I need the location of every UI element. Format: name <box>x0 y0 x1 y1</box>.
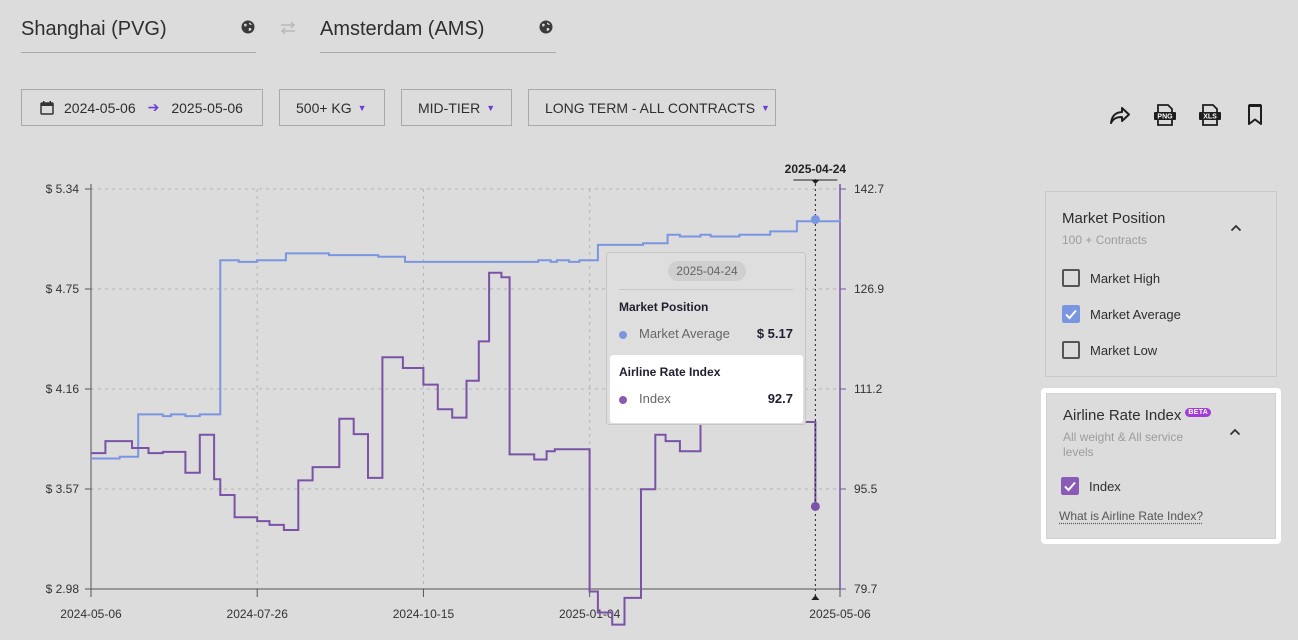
checkbox-label: Market Average <box>1090 306 1181 322</box>
checkbox-checked-icon[interactable] <box>1061 477 1079 495</box>
svg-text:XLS: XLS <box>1203 114 1217 121</box>
checkbox-unchecked-icon[interactable] <box>1062 269 1080 287</box>
xls-download-button[interactable]: XLS <box>1197 102 1223 128</box>
checkbox-label: Market Low <box>1090 342 1158 358</box>
cursor-date-label: 2025-04-24 <box>785 162 847 176</box>
tooltip-label: Market Average <box>639 326 730 341</box>
y-right-tick-label: 79.7 <box>854 582 878 596</box>
xls-download-icon: XLS <box>1199 104 1221 126</box>
checkbox-market-average[interactable]: Market Average <box>1062 305 1181 323</box>
share-icon <box>1110 107 1130 124</box>
tooltip-row-market-average: Market Average $ 5.17 <box>619 326 793 341</box>
market-position-panel: Market Position 100 + Contracts Market H… <box>1045 191 1277 377</box>
y-left-tick-label: $ 4.75 <box>46 282 80 296</box>
cursor-point-market-average <box>810 215 820 225</box>
checkbox-checked-icon[interactable] <box>1062 305 1080 323</box>
series-line-market-average <box>91 219 841 460</box>
tooltip-date: 2025-04-24 <box>668 261 746 281</box>
x-tick-label: 2025-05-06 <box>809 607 871 621</box>
tooltip-value: $ 5.17 <box>756 326 793 341</box>
checkbox-index[interactable]: Index <box>1061 477 1121 495</box>
checkbox-market-high[interactable]: Market High <box>1062 269 1160 287</box>
y-left-tick-label: $ 4.16 <box>46 382 80 396</box>
checkbox-market-low[interactable]: Market Low <box>1062 341 1157 359</box>
png-download-button[interactable]: PNG <box>1152 102 1178 128</box>
term-dropdown[interactable]: LONG TERM - ALL CONTRACTS ▼ <box>528 89 776 126</box>
beta-badge: BETA <box>1185 408 1212 417</box>
globe-icon[interactable] <box>538 19 554 35</box>
origin-field[interactable]: Shanghai (PVG) <box>21 10 256 53</box>
what-is-ari-link[interactable]: What is Airline Rate Index? <box>1059 509 1204 523</box>
swap-arrows-icon[interactable] <box>278 20 298 36</box>
tooltip-value: 92.7 <box>767 391 793 406</box>
tooltip-section-airline-rate-index: Airline Rate Index <box>619 365 721 379</box>
tier-value: MID-TIER <box>418 99 481 116</box>
chevron-up-icon[interactable] <box>1229 428 1241 436</box>
x-tick-label: 2024-10-15 <box>393 607 455 621</box>
date-range-filter[interactable]: 2024-05-06 ➔ 2025-05-06 <box>21 89 263 126</box>
destination-value: Amsterdam (AMS) <box>320 18 485 40</box>
y-left-tick-label: $ 5.34 <box>46 182 80 196</box>
date-to: 2025-05-06 <box>171 99 243 116</box>
chart-tooltip: 2025-04-24 Market Position Market Averag… <box>606 252 806 425</box>
arrow-right-icon: ➔ <box>147 99 160 115</box>
tooltip-label: Index <box>639 391 671 406</box>
chevron-down-icon: ▼ <box>357 102 367 113</box>
calendar-icon <box>40 100 54 115</box>
chevron-down-icon: ▼ <box>486 102 496 113</box>
globe-icon[interactable] <box>240 19 256 35</box>
cursor-marker-top <box>811 180 820 184</box>
panel-subtitle: All weight & All service levels <box>1063 430 1184 459</box>
y-right-tick-label: 126.9 <box>854 282 884 296</box>
series-dot-icon <box>619 330 627 339</box>
bookmark-button[interactable] <box>1242 102 1268 128</box>
tooltip-divider <box>619 289 793 290</box>
date-from: 2024-05-06 <box>64 99 136 116</box>
y-right-tick-label: 95.5 <box>854 482 878 496</box>
tooltip-section-market-position: Market Position <box>619 300 709 314</box>
origin-value: Shanghai (PVG) <box>21 18 167 40</box>
cursor-point-index <box>810 501 820 511</box>
svg-text:PNG: PNG <box>1157 114 1173 121</box>
checkbox-unchecked-icon[interactable] <box>1062 341 1080 359</box>
term-value: LONG TERM - ALL CONTRACTS <box>545 99 756 116</box>
tier-dropdown[interactable]: MID-TIER ▼ <box>401 89 512 126</box>
bookmark-icon <box>1248 104 1262 125</box>
series-dot-icon <box>619 395 627 404</box>
x-tick-label: 2024-07-26 <box>227 607 289 621</box>
chevron-up-icon[interactable] <box>1230 224 1242 232</box>
share-button[interactable] <box>1107 102 1133 128</box>
panel-subtitle: 100 + Contracts <box>1062 233 1148 247</box>
checkbox-label: Market High <box>1090 270 1161 286</box>
panel-title-text: Airline Rate Index <box>1063 407 1182 424</box>
rate-chart[interactable]: $ 5.34 142.7 $ 4.75 126.9 $ 4.16 111.2 $ 3.57 9… <box>0 150 900 640</box>
panel-title: Airline Rate Index BETA <box>1063 407 1212 424</box>
cursor-marker-bottom <box>811 595 820 600</box>
png-download-icon: PNG <box>1154 104 1176 126</box>
airline-rate-index-panel: Airline Rate Index BETA All weight & All … <box>1046 393 1276 539</box>
y-right-tick-label: 142.7 <box>854 182 884 196</box>
destination-field[interactable]: Amsterdam (AMS) <box>320 10 556 53</box>
x-tick-label: 2025-01-04 <box>559 607 621 621</box>
chevron-down-icon: ▼ <box>761 102 770 113</box>
weight-value: 500+ KG <box>296 99 352 116</box>
checkbox-label: Index <box>1089 478 1121 494</box>
weight-dropdown[interactable]: 500+ KG ▼ <box>279 89 385 126</box>
y-left-tick-label: $ 3.57 <box>46 482 80 496</box>
tooltip-highlight <box>610 355 803 423</box>
y-right-tick-label: 111.2 <box>854 382 883 396</box>
tooltip-row-index: Index 92.7 <box>619 391 793 406</box>
x-tick-label: 2024-05-06 <box>60 607 122 621</box>
panel-title: Market Position <box>1062 210 1166 227</box>
y-left-tick-label: $ 2.98 <box>46 582 80 596</box>
